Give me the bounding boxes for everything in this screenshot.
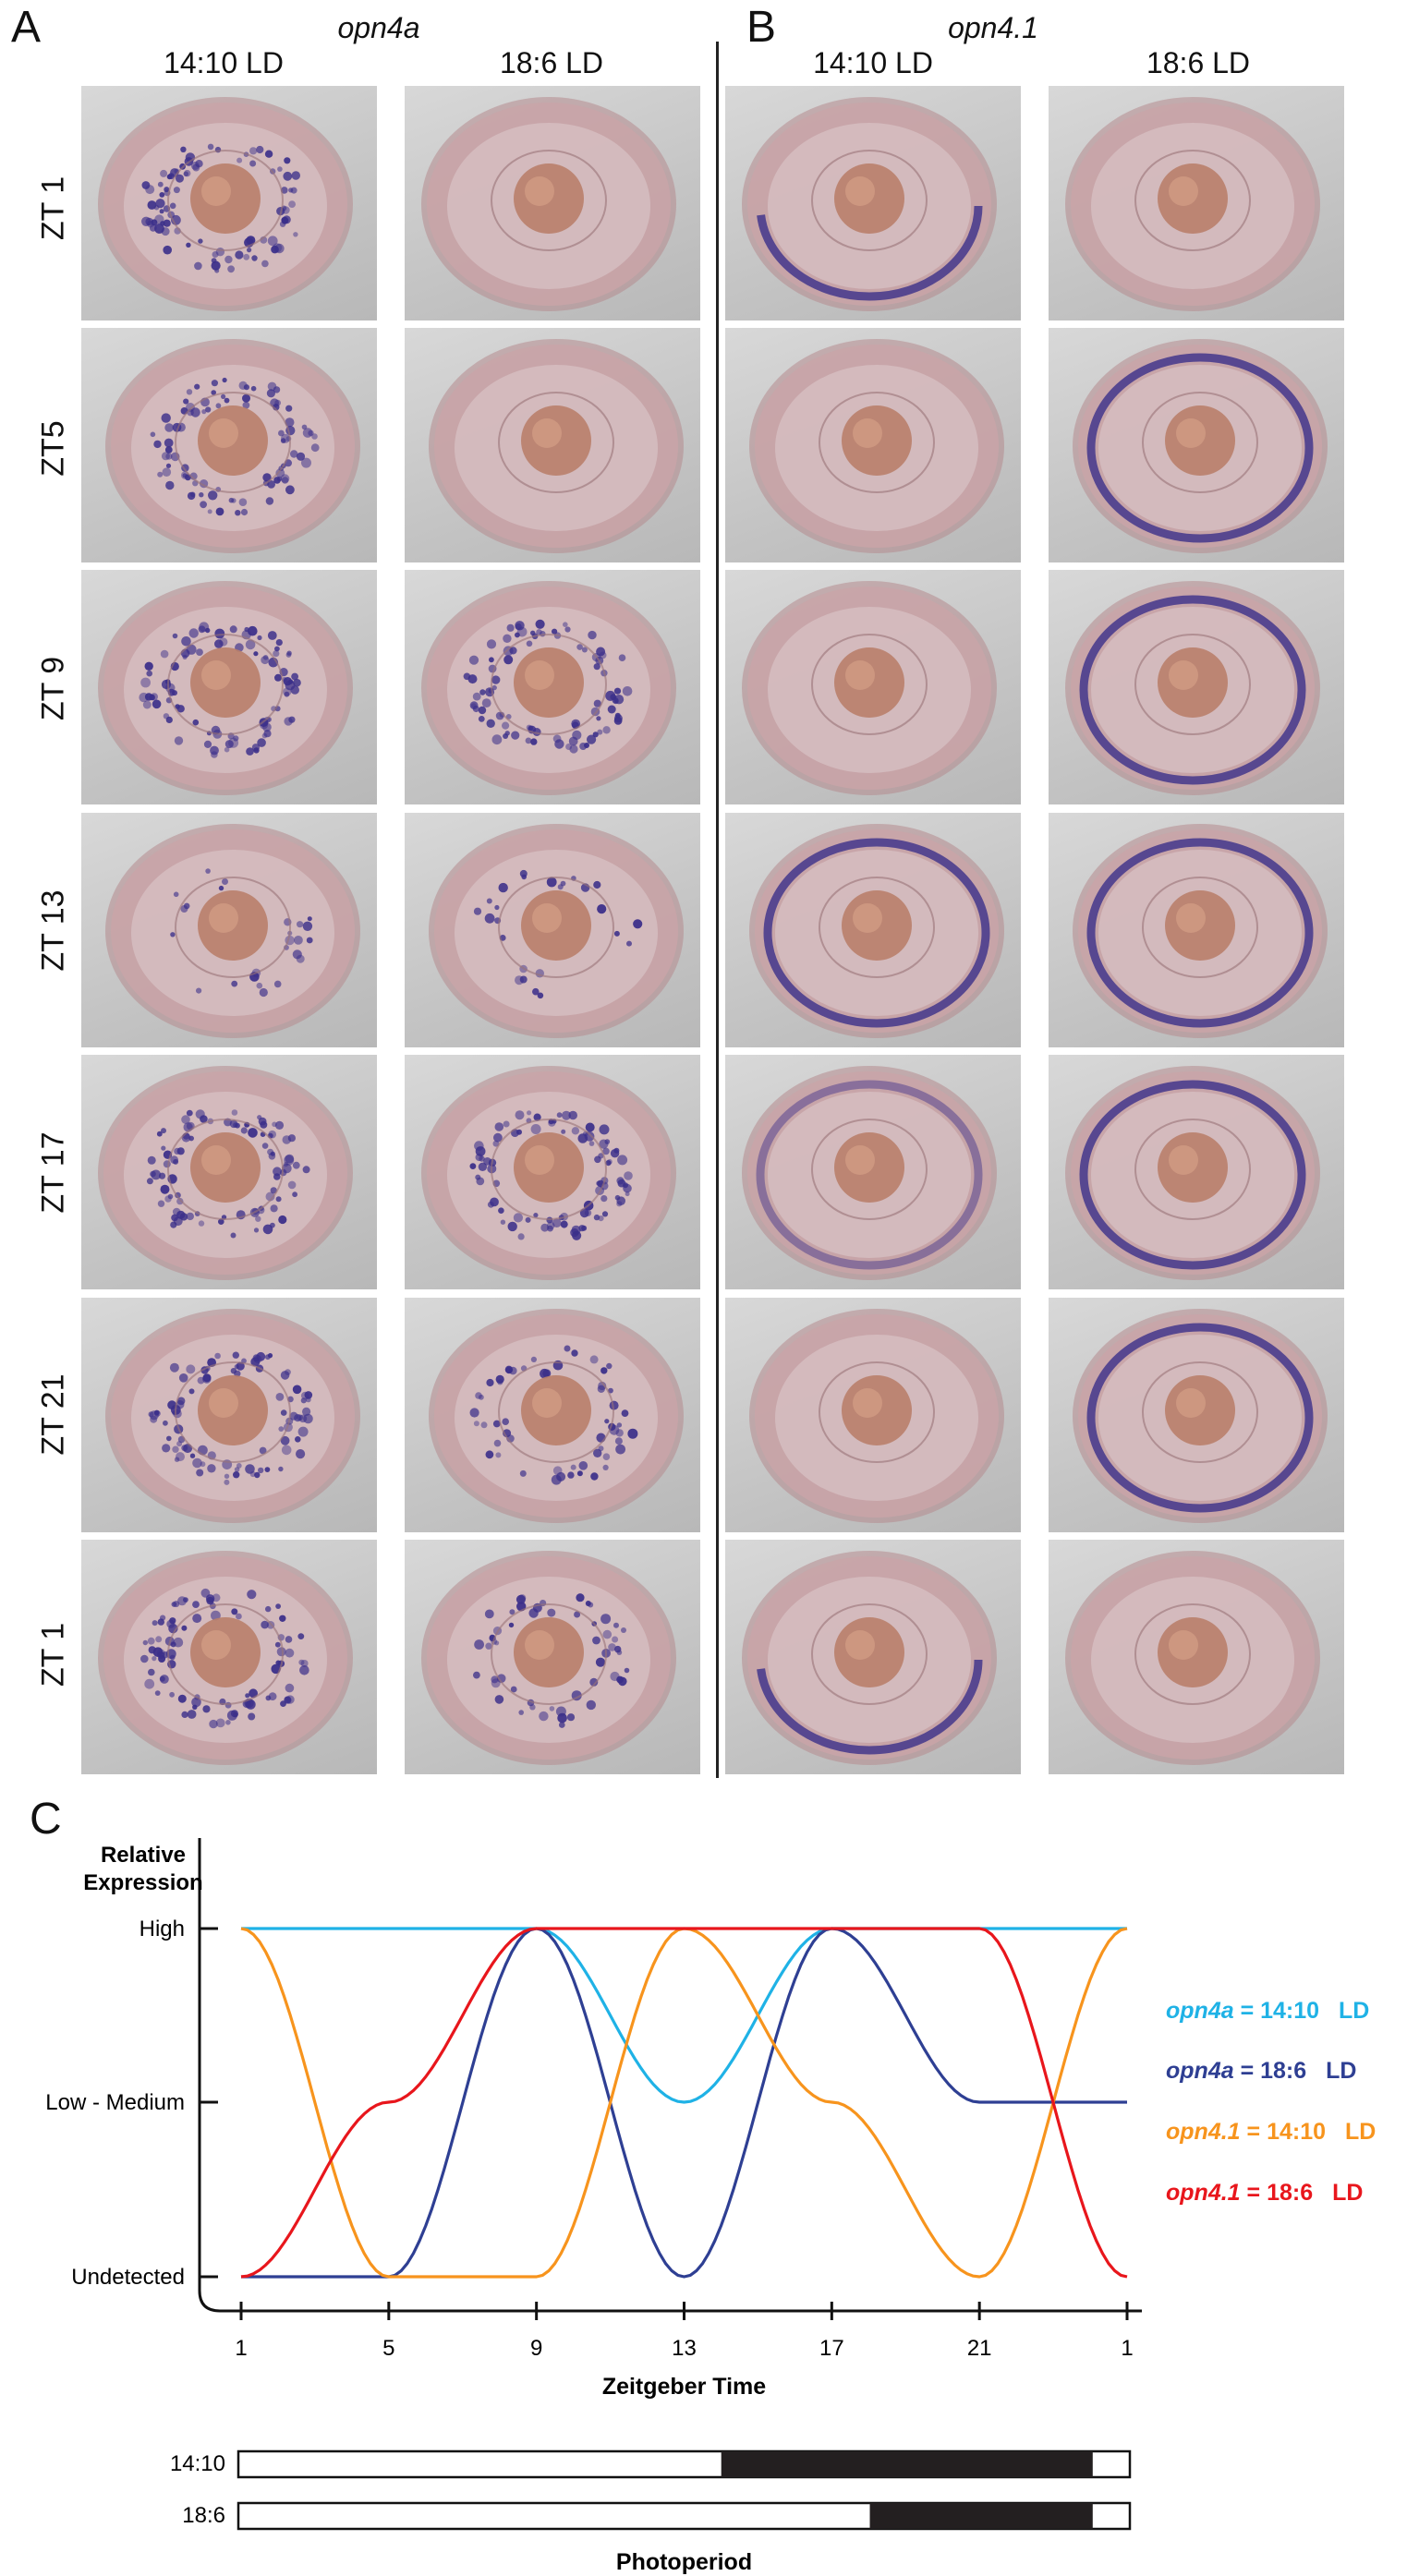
legend-item-1: opn4a = 14:10 LD: [1166, 1998, 1369, 2025]
retina-image-opn4a_14_10-row-6: [81, 1298, 377, 1532]
x-axis-labels: 1 5 9 13 17 21 1 Zeitgeber Time: [235, 2336, 1133, 2400]
panel-divider: [716, 42, 719, 1778]
series-line-4: [240, 1927, 1128, 2279]
retina-image-opn41_14_10-row-1: [725, 86, 1021, 320]
panel-a-letter: A: [11, 3, 42, 52]
row-label-zt9: ZT 9: [35, 656, 71, 721]
retina-image-opn41_18_6-row-5: [1049, 1055, 1344, 1289]
legend-gene: opn4a: [1166, 1998, 1234, 2024]
photoperiod-label: 14:10: [170, 2451, 225, 2476]
legend-suffix: LD: [1344, 2119, 1377, 2145]
legend-item-3: opn4.1 = 14:10 LD: [1166, 2119, 1376, 2146]
retina-image-opn4a_14_10-row-4: [81, 813, 377, 1047]
legend-photoperiod: = 14:10: [1233, 1998, 1327, 2024]
retina-image-opn41_18_6-row-1: [1049, 86, 1344, 320]
legend-photoperiod: = 14:10: [1240, 2119, 1332, 2145]
legend-gene: opn4a: [1166, 2058, 1234, 2084]
row-label-zt5: ZT5: [35, 420, 71, 477]
x-tick-label: 21: [967, 2336, 992, 2361]
retina-image-opn41_18_6-row-6: [1049, 1298, 1344, 1532]
retina-image-opn41_18_6-row-7: [1049, 1540, 1344, 1774]
chart-axes: [198, 1838, 1142, 2320]
photoperiod-label: 18:6: [182, 2503, 225, 2528]
retina-image-opn41_14_10-row-5: [725, 1055, 1021, 1289]
photoperiod-title: Photoperiod: [616, 2549, 752, 2575]
panel-b-gene-title: opn4.1: [948, 11, 1038, 44]
legend-photoperiod: = 18:6: [1233, 2058, 1314, 2084]
retina-image-opn4a_14_10-row-1: [81, 86, 377, 320]
legend-item-4: opn4.1 = 18:6 LD: [1166, 2180, 1363, 2207]
retina-image-opn41_14_10-row-7: [725, 1540, 1021, 1774]
y-tick-label: High: [139, 1917, 185, 1941]
retina-image-opn4a_18_6-row-6: [405, 1298, 700, 1532]
retina-image-opn4a_14_10-row-3: [81, 570, 377, 804]
x-tick-label: 13: [672, 2336, 697, 2361]
retina-image-opn41_14_10-row-6: [725, 1298, 1021, 1532]
legend-gene: opn4.1: [1166, 2119, 1241, 2145]
retina-image-opn4a_14_10-row-5: [81, 1055, 377, 1289]
column-header-b-1: 14:10 LD: [813, 46, 933, 79]
retina-image-opn4a_14_10-row-7: [81, 1540, 377, 1774]
x-axis-title: Zeitgeber Time: [602, 2374, 766, 2400]
x-tick-label: 17: [819, 2336, 844, 2361]
expression-chart: Relative Expression Undetected Low - Medium…: [45, 1838, 1142, 2400]
legend-suffix: LD: [1339, 1998, 1370, 2024]
x-tick-label: 1: [1121, 2336, 1133, 2361]
row-label-zt1-repeat: ZT 1: [35, 1622, 71, 1687]
row-label-zt21: ZT 21: [35, 1373, 71, 1456]
panel-a-gene-title: opn4a: [337, 11, 420, 44]
panel-c-letter: C: [30, 1795, 62, 1844]
retina-image-opn41_18_6-row-4: [1049, 813, 1344, 1047]
retina-image-opn4a_14_10-row-2: [81, 328, 377, 562]
series-lines: [240, 1927, 1128, 2279]
column-header-a-1: 14:10 LD: [164, 46, 284, 79]
retina-image-opn41_18_6-row-2: [1049, 328, 1344, 562]
legend-item-2: opn4a = 18:6 LD: [1166, 2058, 1356, 2085]
retina-image-opn4a_18_6-row-7: [405, 1540, 700, 1774]
legend-suffix: LD: [1332, 2180, 1364, 2206]
x-tick-label: 5: [382, 2336, 394, 2361]
legend-gene: opn4.1: [1166, 2180, 1241, 2206]
x-tick-label: 9: [530, 2336, 542, 2361]
column-header-b-2: 18:6 LD: [1146, 46, 1251, 79]
retina-image-opn4a_18_6-row-1: [405, 86, 700, 320]
retina-image-opn41_14_10-row-2: [725, 328, 1021, 562]
row-label-zt17: ZT 17: [35, 1131, 71, 1214]
y-tick-label: Undetected: [71, 2265, 185, 2290]
photoperiod-dark-segment: [869, 2503, 1093, 2529]
retina-image-opn4a_18_6-row-5: [405, 1055, 700, 1289]
retina-image-opn41_14_10-row-3: [725, 570, 1021, 804]
retina-image-opn4a_18_6-row-3: [405, 570, 700, 804]
legend-suffix: LD: [1326, 2058, 1357, 2084]
column-header-a-2: 18:6 LD: [499, 46, 604, 79]
retina-image-opn4a_18_6-row-4: [405, 813, 700, 1047]
panel-b-letter: B: [746, 3, 777, 52]
x-tick-label: 1: [235, 2336, 247, 2361]
retina-image-opn41_18_6-row-3: [1049, 570, 1344, 804]
photoperiod-bars: 14:10 18:6 Photoperiod: [170, 2449, 1132, 2575]
series-line-1: [241, 1927, 1127, 2104]
row-label-zt1: ZT 1: [35, 175, 71, 241]
legend-photoperiod: = 18:6: [1240, 2180, 1320, 2206]
photoperiod-dark-segment: [721, 2451, 1093, 2477]
row-label-zt13: ZT 13: [35, 889, 71, 972]
y-axis-labels: Relative Expression Undetected Low - Medium…: [45, 1843, 202, 2290]
y-tick-label: Low - Medium: [45, 2090, 185, 2115]
retina-image-opn41_14_10-row-4: [725, 813, 1021, 1047]
retina-image-opn4a_18_6-row-2: [405, 328, 700, 562]
y-axis-title: Relative Expression: [83, 1843, 202, 1895]
